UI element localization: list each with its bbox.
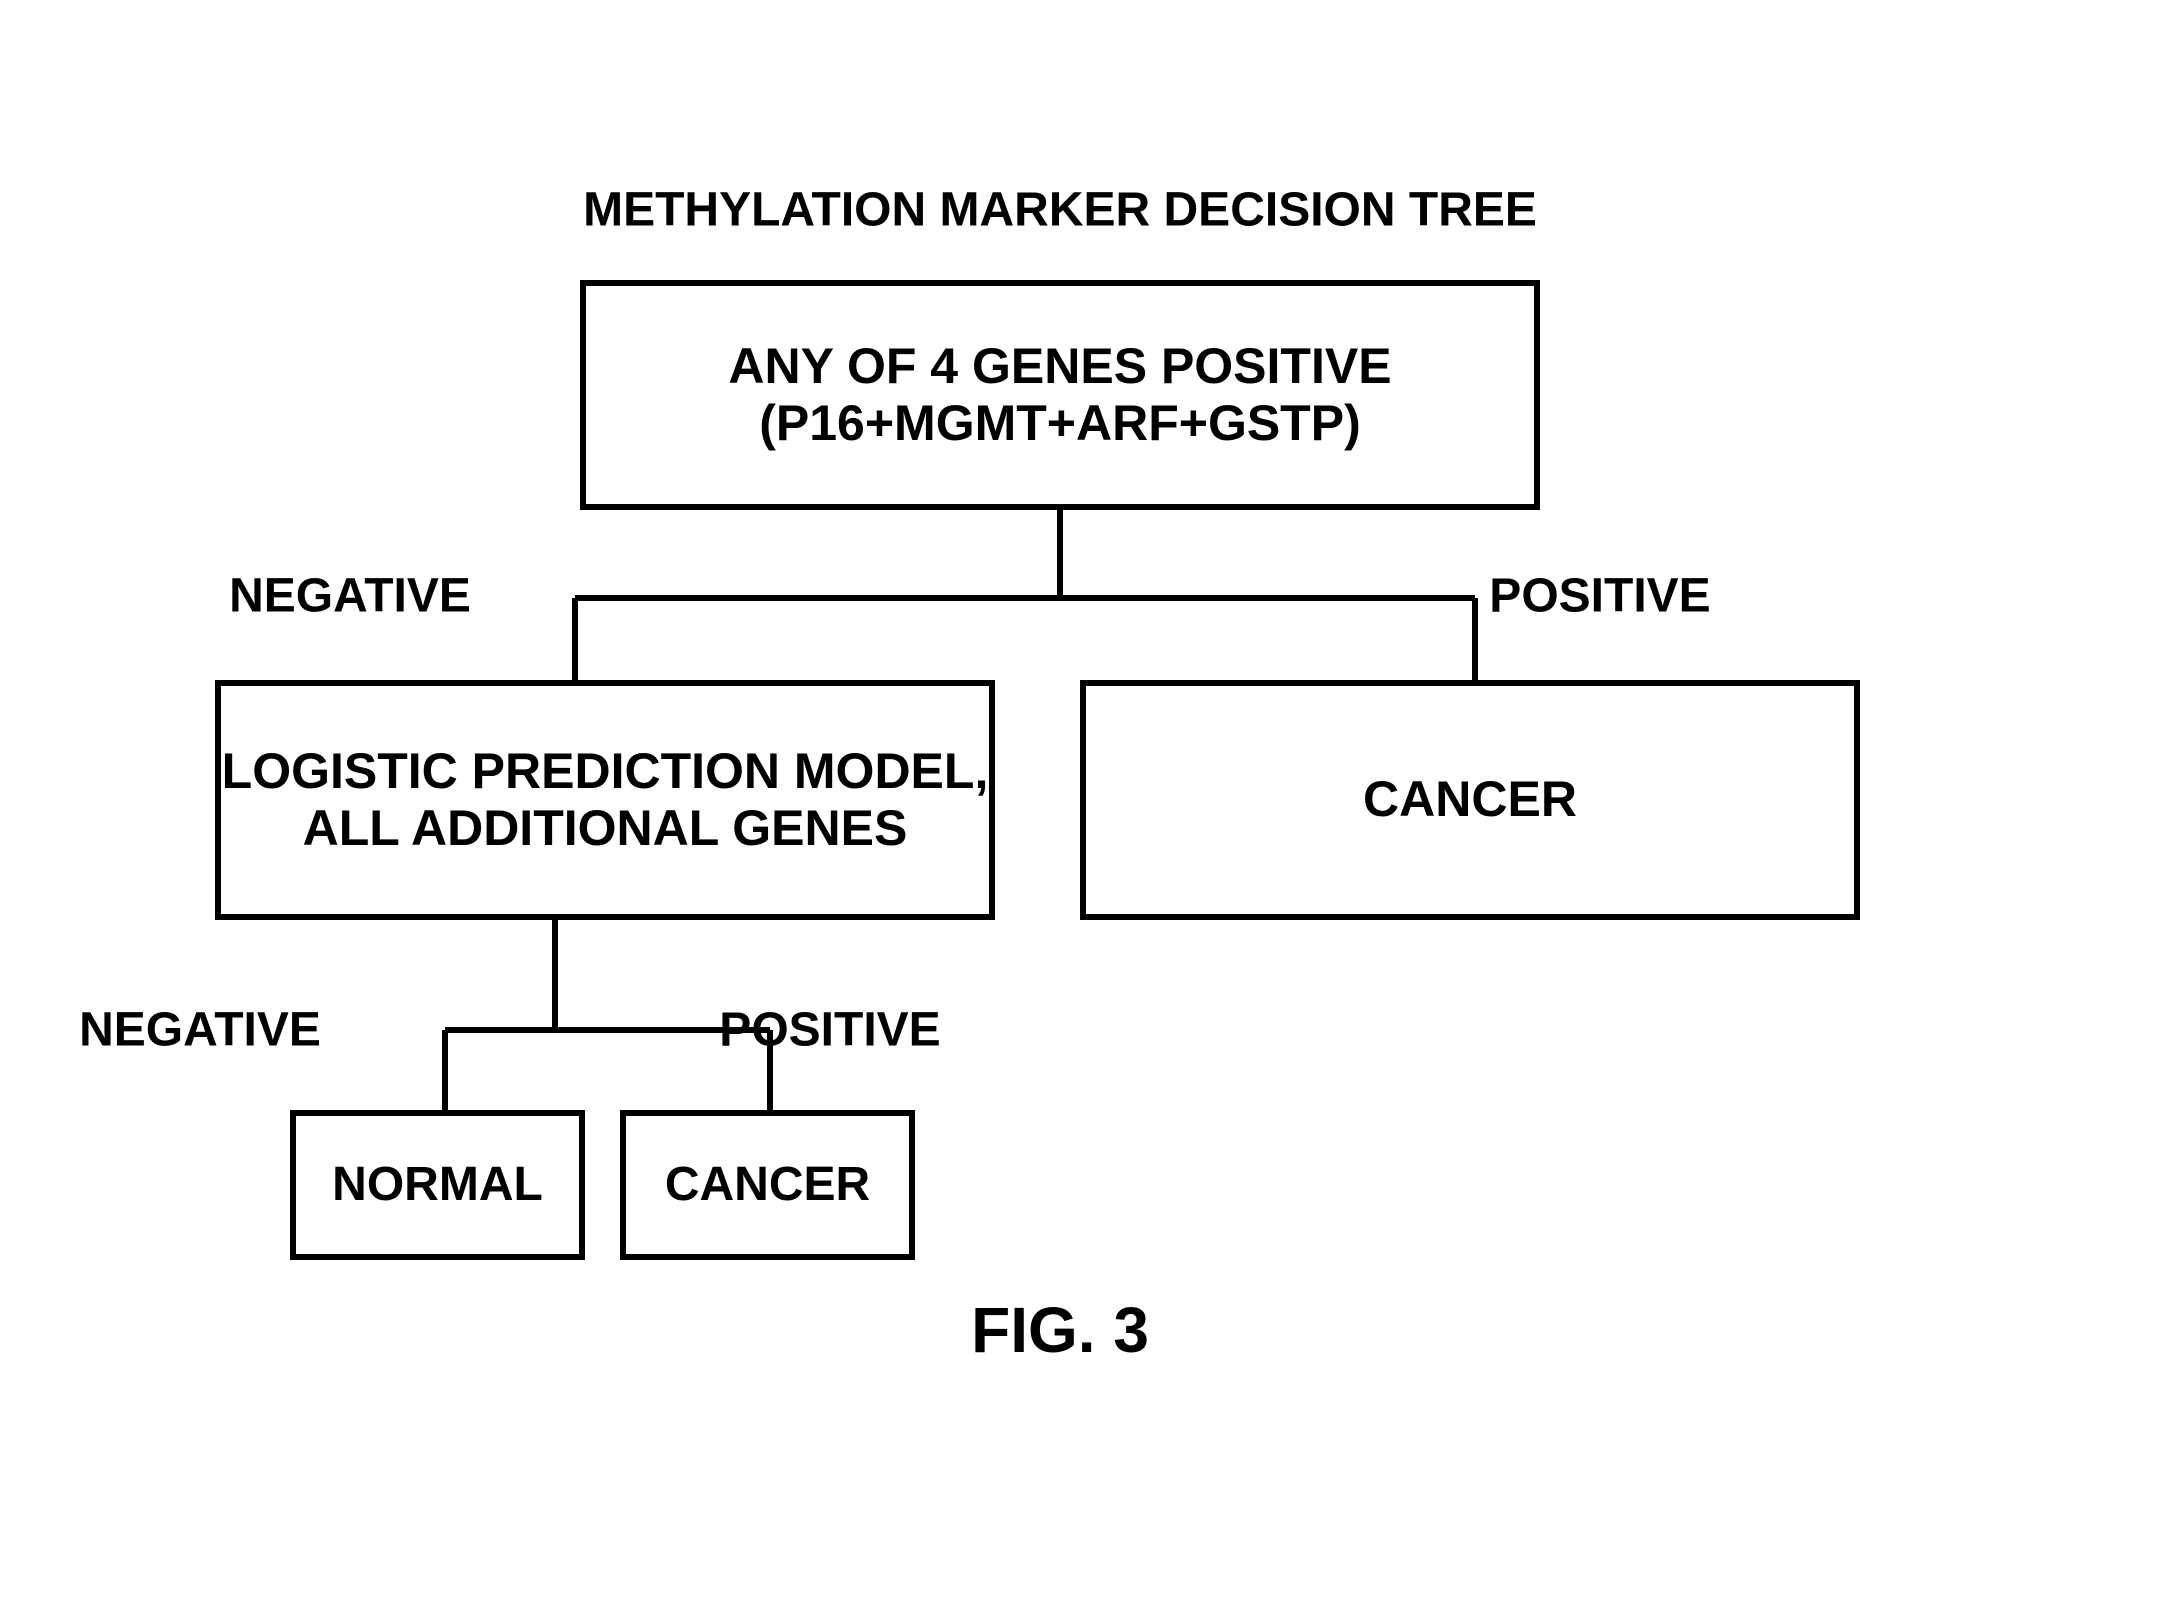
node-cancer-left-label: CANCER (665, 1157, 870, 1212)
node-root-line1: ANY OF 4 GENES POSITIVE (728, 338, 1391, 396)
edge-label-logistic-positive: POSITIVE (719, 1003, 940, 1058)
node-logistic-line1: LOGISTIC PREDICTION MODEL, (222, 743, 989, 801)
decision-tree-diagram: METHYLATION MARKER DECISION TREE ANY OF … (0, 0, 2161, 1609)
node-root-line2: (P16+MGMT+ARF+GSTP) (728, 395, 1391, 453)
figure-label: FIG. 3 (971, 1293, 1149, 1367)
edge-label-root-negative: NEGATIVE (229, 569, 471, 624)
node-normal-label: NORMAL (332, 1157, 543, 1212)
node-logistic-line2: ALL ADDITIONAL GENES (222, 800, 989, 858)
node-normal: NORMAL (290, 1110, 585, 1260)
node-logistic: LOGISTIC PREDICTION MODEL, ALL ADDITIONA… (215, 680, 995, 920)
diagram-title: METHYLATION MARKER DECISION TREE (583, 183, 1537, 238)
node-cancer-right-label: CANCER (1363, 771, 1577, 829)
edge-label-root-positive: POSITIVE (1489, 569, 1710, 624)
node-root: ANY OF 4 GENES POSITIVE (P16+MGMT+ARF+GS… (580, 280, 1540, 510)
edge-label-logistic-negative: NEGATIVE (79, 1003, 321, 1058)
node-cancer-left: CANCER (620, 1110, 915, 1260)
node-cancer-right: CANCER (1080, 680, 1860, 920)
